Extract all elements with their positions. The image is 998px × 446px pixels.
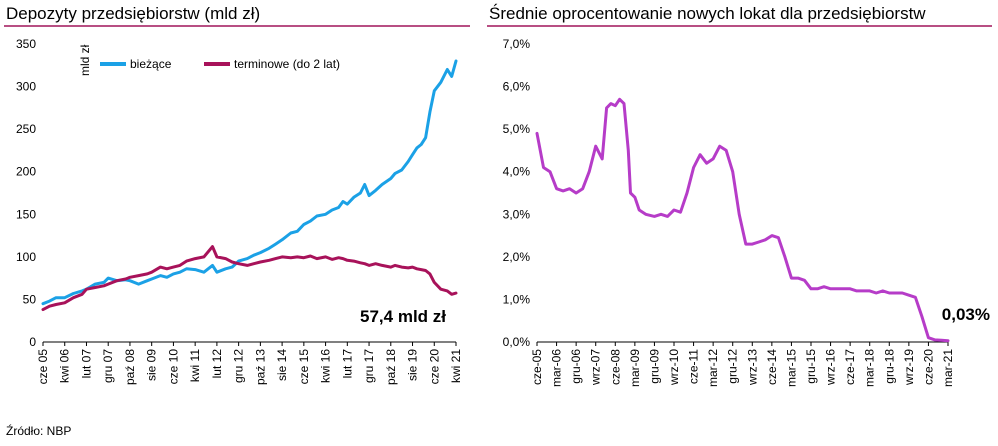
right-x-tick-label: cze-20 — [921, 349, 935, 385]
left-x-tick-label: sie 09 — [145, 349, 159, 381]
right-x-tick-label: cze-11 — [687, 349, 701, 384]
left-x-tick-label: gru 07 — [101, 349, 115, 383]
left-y-tick-label: 150 — [16, 207, 36, 221]
right-x-tick-label: gru-09 — [647, 349, 661, 384]
left-x-tick-label: paź 18 — [384, 349, 398, 385]
right-x-tick-label: mar-09 — [628, 349, 642, 387]
left-x-tick-label: sie 14 — [275, 349, 289, 381]
legend-label-term: terminowe (do 2 lat) — [234, 57, 340, 71]
right-y-tick-label: 2,0% — [503, 250, 531, 264]
left-y-tick-label: 50 — [23, 292, 37, 306]
left-series-lines — [41, 59, 458, 312]
right-x-tick-label: cze-14 — [765, 349, 779, 385]
right-series-lines — [535, 97, 950, 343]
left-y-tick-label: 100 — [16, 250, 36, 264]
right-x-tick-label: gru-12 — [726, 349, 740, 384]
right-chart-title: Średnie oprocentowanie nowych lokat dla … — [489, 4, 926, 23]
right-x-axis: cze-05 mar-06 gru-06 wrz-07 cze-08 mar-09 gru-… — [530, 341, 955, 387]
right-y-tick-label: 7,0% — [503, 37, 531, 51]
left-x-tick-label: kwi 16 — [319, 349, 333, 383]
left-chart: Depozyty przedsiębiorstw (mld zł) 0 50 100… — [4, 4, 470, 385]
left-x-tick-label: cze 05 — [36, 349, 50, 385]
left-x-tick-label: kwi 06 — [58, 349, 72, 383]
left-x-tick-label: lut 07 — [79, 349, 93, 379]
left-x-tick-label: cze 15 — [297, 349, 311, 385]
right-x-tick-label: mar-18 — [863, 349, 877, 387]
left-x-tick-label: paź 08 — [123, 349, 137, 385]
right-y-tick-label: 4,0% — [503, 165, 531, 179]
left-y-axis-label: mld zł — [78, 44, 92, 76]
left-x-tick-label: sie 19 — [406, 349, 420, 381]
right-x-tick-label: mar-21 — [941, 349, 955, 387]
left-x-tick-label: gru 17 — [362, 349, 376, 383]
left-x-tick-label: lut 17 — [340, 349, 354, 379]
left-y-tick-label: 350 — [16, 37, 36, 51]
right-x-tick-label: cze-08 — [608, 349, 622, 385]
right-y-axis: 0,0% 1,0% 2,0% 3,0% 4,0% 5,0% 6,0% 7,0% — [503, 37, 531, 349]
left-y-tick-label: 300 — [16, 80, 36, 94]
right-x-tick-label: gru-06 — [569, 349, 583, 384]
left-x-tick-label: paź 13 — [253, 349, 267, 385]
legend-label-current: bieżące — [130, 57, 172, 71]
left-y-tick-label: 0 — [29, 335, 36, 349]
right-x-tick-label: wrz-07 — [589, 349, 603, 386]
right-x-tick-label: mar-12 — [706, 349, 720, 387]
left-y-tick-label: 200 — [16, 165, 36, 179]
right-x-tick-label: wrz-19 — [902, 349, 916, 386]
right-x-tick-label: mar-15 — [784, 349, 798, 387]
right-x-tick-label: gru-15 — [804, 349, 818, 384]
right-x-tick-label: mar-06 — [550, 349, 564, 387]
right-y-tick-label: 0,0% — [503, 335, 531, 349]
left-x-tick-label: lut 12 — [210, 349, 224, 379]
left-x-tick-label: kwi 11 — [188, 349, 202, 382]
right-x-tick-label: cze-17 — [843, 349, 857, 385]
right-x-tick-label: wrz-16 — [824, 349, 838, 386]
right-x-tick-label: wrz-13 — [745, 349, 759, 386]
right-x-tick-label: cze-05 — [530, 349, 544, 385]
left-y-tick-label: 250 — [16, 122, 36, 136]
left-x-tick-label: cze 20 — [427, 349, 441, 385]
right-chart: Średnie oprocentowanie nowych lokat dla … — [487, 4, 992, 387]
left-x-tick-label: gru 12 — [232, 349, 246, 383]
left-annotation: 57,4 mld zł — [360, 307, 446, 326]
left-chart-title: Depozyty przedsiębiorstw (mld zł) — [6, 4, 260, 23]
right-y-tick-label: 5,0% — [503, 122, 531, 136]
right-x-tick-label: wrz-10 — [667, 349, 681, 386]
left-y-axis: 0 50 100 150 200 250 300 350 — [16, 37, 36, 349]
right-x-tick-label: gru-18 — [882, 349, 896, 384]
left-x-axis: cze 05 kwi 06 lut 07 gru 07 paź 08 sie 09 cze … — [36, 341, 463, 385]
right-series-line-0 — [535, 97, 950, 343]
left-legend: bieżące terminowe (do 2 lat) — [100, 57, 340, 71]
left-series-line-1 — [41, 245, 458, 312]
left-x-tick-label: kwi 21 — [449, 349, 463, 383]
right-y-tick-label: 6,0% — [503, 80, 531, 94]
right-annotation: 0,03% — [942, 305, 990, 324]
source-note: Źródło: NBP — [6, 424, 72, 438]
right-y-tick-label: 3,0% — [503, 207, 531, 221]
left-x-tick-label: cze 10 — [166, 349, 180, 385]
right-y-tick-label: 1,0% — [503, 292, 531, 306]
